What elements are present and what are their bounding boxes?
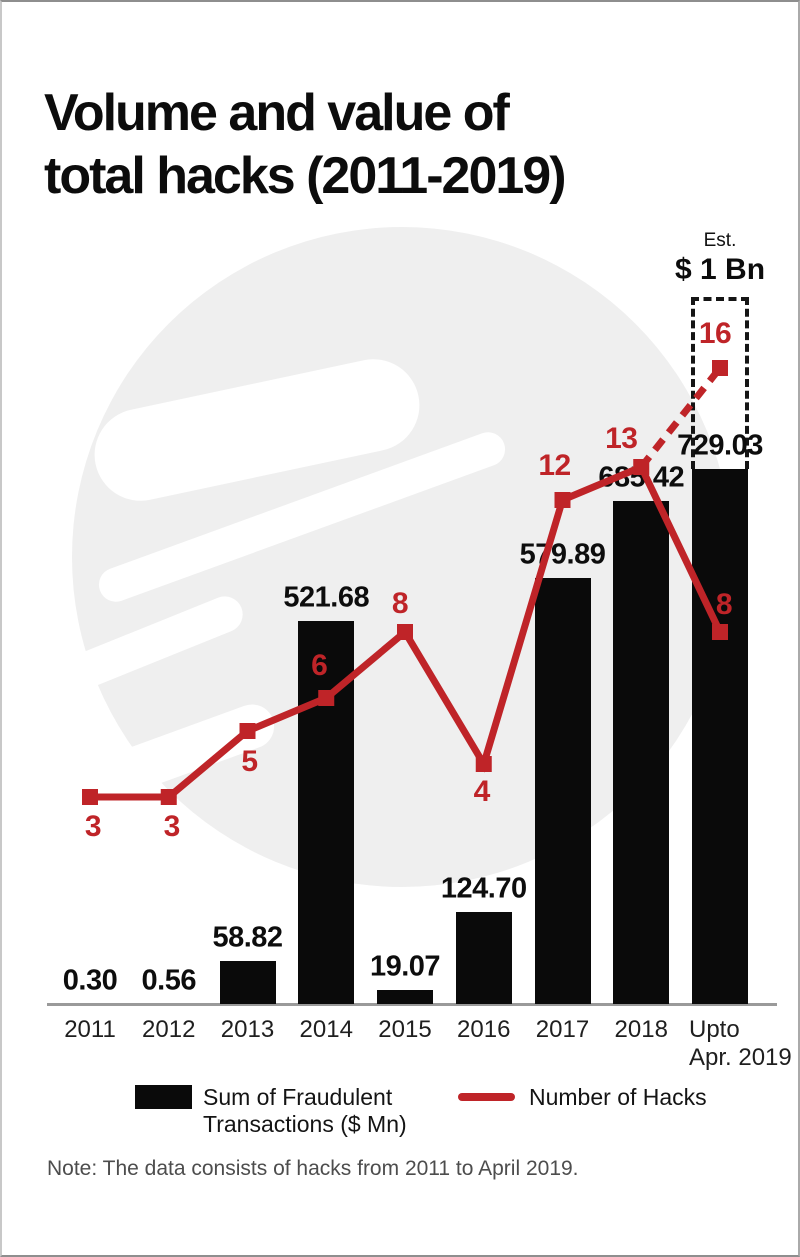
legend-bar-swatch [135,1085,192,1109]
bar-value-label: 0.56 [141,964,197,997]
estimate-caption: Est. $ 1 Bn [675,230,765,287]
bar-value-label: 0.30 [62,964,118,997]
hack-count-label: 6 [311,649,328,682]
estimate-word: Est. [703,230,737,251]
x-axis-label: 2018 [614,1016,668,1043]
bar-value-label: 579.89 [519,538,606,571]
bar-value-label: 19.07 [369,950,441,983]
bar-value-label: 521.68 [283,581,370,614]
line-marker [554,492,571,508]
legend-bar-label: Sum of Fraudulent Transactions ($ Mn) [203,1084,407,1137]
bar-value-label: 685.42 [598,461,685,494]
x-axis-label: 2013 [220,1016,275,1043]
bar-2013 [219,960,276,1004]
hack-count-label: 8 [391,587,409,620]
x-axis-label: 2012 [142,1016,196,1043]
bar-Upto-Apr.-2019 [692,469,748,1004]
hack-count-label: 8 [715,588,733,621]
hack-count-label: 3 [163,810,181,843]
bar-value-label: 58.82 [212,921,283,954]
x-axis-label: 2014 [299,1016,353,1043]
x-axis-line [47,1003,777,1006]
hack-count-label: 4 [473,775,491,808]
bar-value-label: 124.70 [440,872,527,905]
x-axis-label: Upto Apr. 2019 [689,1016,792,1072]
hack-count-label: 3 [84,810,102,843]
page-title: Volume and value of total hacks (2011-20… [44,84,567,206]
bar-2018 [613,501,670,1004]
footnote: Note: The data consists of hacks from 20… [47,1157,579,1180]
bar-value-label: 729.03 [677,429,763,462]
legend-line-swatch [458,1093,515,1101]
line-marker [160,789,177,805]
x-axis-label: 2016 [457,1016,511,1043]
bar-2016 [455,912,512,1004]
x-axis-label: 2015 [378,1016,432,1043]
x-axis-label: 2011 [64,1016,116,1043]
line-marker [239,723,256,739]
line-marker [475,756,492,772]
bar-2015 [377,990,433,1004]
line-marker [82,789,98,805]
hack-count-label: 12 [538,449,571,482]
hack-count-label: 13 [605,422,638,455]
legend-line-label: Number of Hacks [529,1084,707,1110]
estimate-value: $ 1 Bn [674,253,766,286]
x-axis-label: 2017 [535,1016,590,1043]
bar-2017 [534,578,591,1004]
hack-count-label-estimate: 16 [698,317,732,350]
hack-count-label: 5 [241,745,258,778]
line-marker [397,624,413,640]
